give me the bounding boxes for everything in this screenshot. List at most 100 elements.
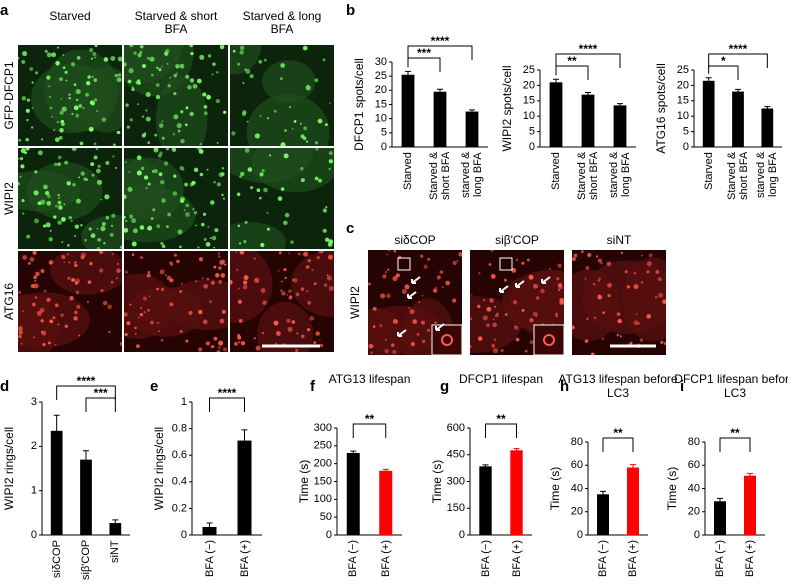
puncta — [61, 106, 67, 112]
puncta — [207, 225, 210, 228]
puncta — [169, 76, 172, 79]
y-tick-label: 200 — [314, 458, 332, 470]
puncta — [280, 289, 283, 292]
puncta — [58, 196, 61, 199]
puncta — [199, 54, 205, 60]
puncta — [211, 235, 217, 241]
puncta — [646, 270, 650, 274]
image-content — [230, 148, 334, 249]
row-label: WIPI2 — [2, 182, 16, 215]
y-tick-label: 10 — [523, 110, 535, 122]
puncta — [60, 313, 65, 318]
puncta — [307, 259, 311, 263]
puncta — [75, 290, 80, 295]
puncta — [117, 73, 122, 77]
puncta — [284, 129, 287, 132]
puncta — [163, 161, 169, 166]
puncta — [33, 336, 36, 339]
puncta — [85, 178, 88, 181]
puncta — [390, 343, 395, 347]
puncta — [217, 252, 220, 255]
micrograph — [18, 148, 122, 249]
puncta — [182, 168, 185, 171]
x-tick-label: BFA (−) — [479, 540, 492, 577]
puncta — [528, 274, 534, 280]
puncta — [95, 148, 99, 151]
puncta — [54, 162, 58, 166]
puncta — [199, 172, 204, 177]
puncta — [18, 330, 23, 335]
puncta — [280, 63, 285, 68]
puncta — [62, 66, 66, 70]
puncta — [490, 273, 496, 279]
puncta — [166, 275, 172, 281]
puncta — [119, 341, 122, 346]
puncta — [313, 282, 317, 286]
significance-bracket — [209, 397, 245, 412]
puncta — [421, 294, 424, 297]
puncta — [155, 94, 161, 100]
puncta — [49, 96, 51, 98]
y-tick-label: 0.2 — [172, 502, 187, 514]
y-axis-label: Time (s) — [430, 460, 444, 504]
significance-label: ** — [365, 412, 375, 426]
puncta — [275, 342, 278, 345]
puncta — [127, 79, 132, 84]
puncta — [71, 112, 74, 115]
puncta — [224, 263, 227, 266]
puncta — [152, 208, 156, 212]
puncta — [97, 238, 101, 242]
puncta — [150, 217, 154, 221]
puncta — [398, 255, 402, 260]
puncta — [660, 340, 664, 344]
puncta — [302, 45, 308, 51]
puncta — [49, 229, 52, 232]
puncta — [295, 292, 300, 297]
puncta — [488, 263, 492, 266]
puncta — [53, 215, 57, 219]
significance-label: **** — [431, 34, 450, 48]
puncta — [45, 222, 51, 228]
arrow — [411, 276, 421, 284]
puncta — [22, 212, 25, 215]
puncta — [418, 301, 421, 304]
puncta — [139, 225, 145, 230]
puncta — [125, 103, 129, 107]
puncta — [315, 148, 319, 151]
puncta — [549, 267, 551, 270]
puncta — [126, 125, 130, 129]
micrograph — [18, 45, 122, 146]
puncta — [93, 98, 98, 102]
puncta — [102, 300, 108, 306]
puncta — [180, 282, 183, 285]
puncta — [70, 62, 75, 67]
puncta — [307, 300, 312, 305]
puncta — [328, 102, 331, 104]
puncta — [143, 310, 146, 314]
puncta — [261, 169, 265, 173]
puncta — [48, 85, 51, 88]
puncta — [232, 49, 236, 53]
puncta — [167, 212, 172, 217]
cell-body — [246, 93, 330, 146]
y-tick-label: 2 — [31, 440, 37, 452]
puncta — [305, 265, 310, 269]
puncta — [68, 96, 72, 100]
puncta — [18, 290, 22, 294]
x-tick-label: starved & long BFA — [608, 152, 632, 199]
y-tick-label: 0 — [577, 529, 583, 541]
puncta — [410, 341, 415, 347]
y-tick-label: 50 — [320, 511, 332, 523]
puncta — [314, 176, 319, 181]
inset — [533, 324, 565, 356]
puncta — [140, 307, 143, 310]
puncta — [104, 194, 110, 200]
puncta — [160, 338, 164, 342]
puncta — [189, 78, 195, 83]
puncta — [125, 161, 127, 163]
puncta — [230, 279, 233, 285]
puncta — [132, 228, 138, 234]
puncta — [323, 283, 328, 287]
puncta — [616, 333, 620, 337]
puncta — [572, 257, 576, 261]
